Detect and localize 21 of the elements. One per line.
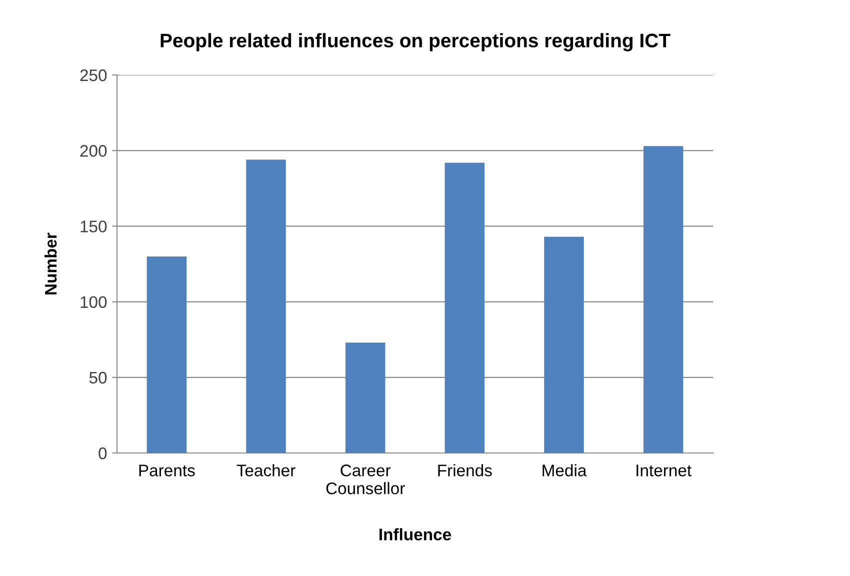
- y-tick-label: 200: [80, 145, 107, 157]
- x-axis-title: Influence: [380, 528, 452, 540]
- bar: [444, 162, 485, 453]
- y-tick-label: 150: [80, 220, 107, 232]
- x-tick-label: Parents: [139, 464, 195, 476]
- chart-title: People related influences on perceptions regarding ICT: [160, 33, 670, 52]
- bar: [246, 160, 286, 453]
- x-tick-label: Career Counsellor: [326, 464, 405, 494]
- x-tick-label: Internet: [636, 464, 692, 476]
- y-axis-title: Number: [44, 232, 57, 294]
- bar: [643, 146, 684, 453]
- x-tick-label: Teacher: [236, 464, 296, 476]
- y-tick-label: 100: [80, 296, 107, 308]
- bar: [544, 236, 584, 453]
- y-tick-label: 0: [98, 447, 107, 460]
- x-tick-label: Friends: [438, 464, 492, 476]
- y-tick-label: 50: [89, 372, 107, 384]
- x-tick-label: Media: [542, 464, 587, 476]
- bar: [345, 342, 386, 453]
- bar: [146, 256, 187, 453]
- y-tick-label: 250: [80, 69, 107, 82]
